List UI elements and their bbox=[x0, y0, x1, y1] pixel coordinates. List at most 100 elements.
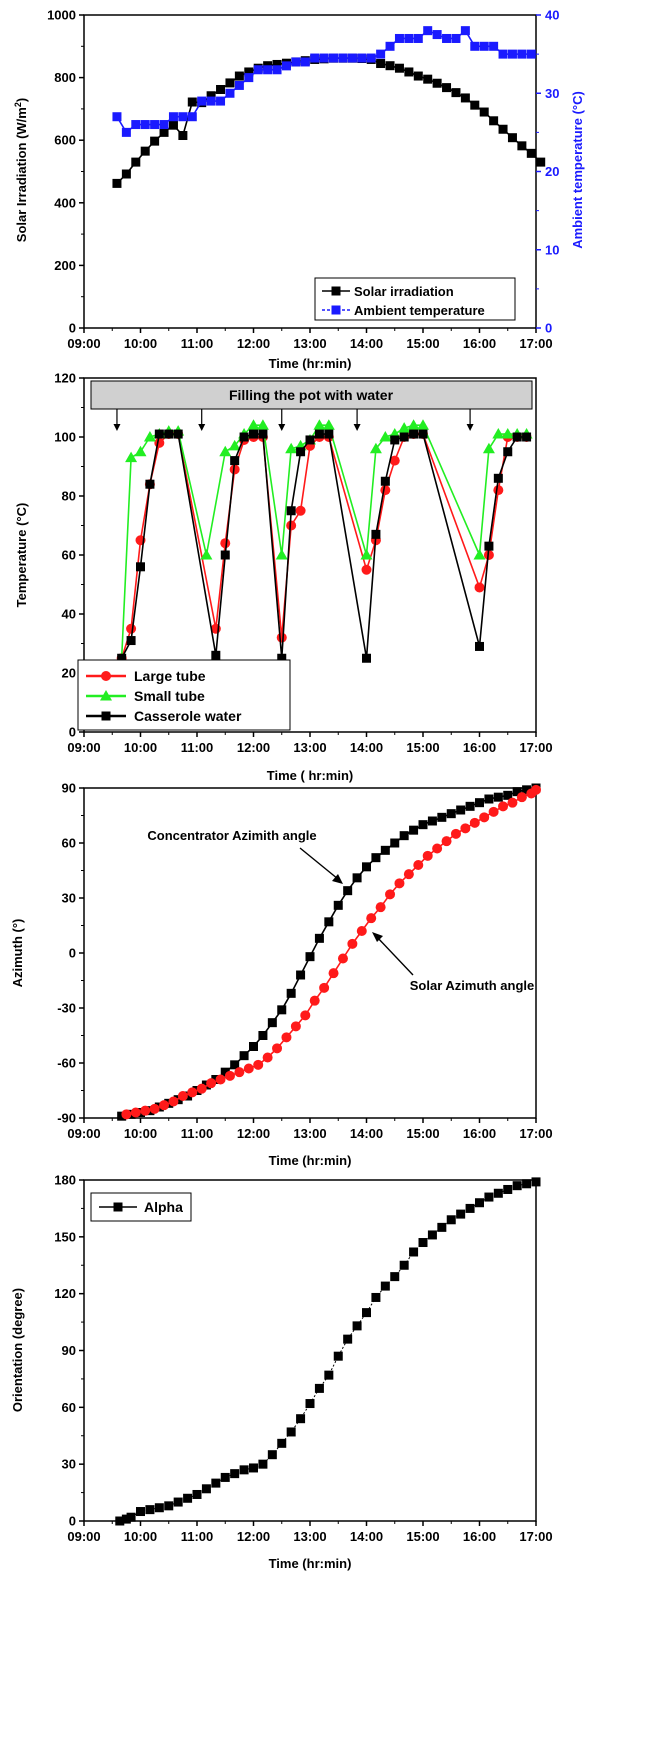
data-point bbox=[418, 820, 428, 830]
data-point bbox=[470, 100, 480, 110]
x-tick-label: 17:00 bbox=[519, 336, 552, 351]
data-point bbox=[285, 442, 298, 454]
x-axis-label: Time ( hr:min) bbox=[267, 768, 353, 783]
y-tick-label: 180 bbox=[54, 1173, 76, 1188]
data-point bbox=[507, 797, 518, 808]
x-tick-label: 16:00 bbox=[463, 740, 496, 755]
annotation-arrow-head bbox=[113, 424, 121, 431]
data-point bbox=[493, 792, 503, 802]
data-point bbox=[197, 96, 207, 106]
annotation-solar: Solar Azimuth angle bbox=[410, 978, 534, 993]
annotation-arrow-head bbox=[353, 424, 361, 431]
data-point bbox=[329, 53, 339, 63]
data-point bbox=[136, 1507, 145, 1517]
data-point bbox=[522, 785, 532, 795]
data-point bbox=[522, 1179, 532, 1189]
data-point bbox=[249, 1463, 258, 1473]
data-point bbox=[168, 120, 178, 130]
data-point bbox=[380, 485, 391, 496]
y-tick-label: 80 bbox=[62, 489, 76, 504]
data-point bbox=[398, 422, 411, 433]
data-point bbox=[178, 112, 188, 122]
data-point bbox=[234, 71, 244, 81]
data-point bbox=[281, 1032, 292, 1043]
data-point bbox=[385, 41, 395, 51]
data-point bbox=[417, 419, 429, 430]
data-point bbox=[456, 805, 466, 815]
data-point bbox=[230, 1469, 240, 1479]
y-tick-label: 60 bbox=[62, 548, 76, 563]
data-point bbox=[295, 505, 306, 516]
data-point bbox=[281, 61, 291, 71]
data-point bbox=[361, 564, 372, 575]
data-point bbox=[409, 825, 419, 835]
legend-marker bbox=[100, 690, 112, 701]
data-point bbox=[272, 1043, 283, 1054]
data-point bbox=[498, 801, 509, 812]
legend-marker bbox=[331, 286, 341, 296]
data-point bbox=[164, 1501, 174, 1511]
data-point bbox=[305, 435, 315, 445]
data-point bbox=[296, 447, 306, 457]
data-point bbox=[296, 970, 306, 980]
legend: Solar irradiation Ambient temperature bbox=[314, 277, 516, 321]
data-point bbox=[413, 71, 423, 81]
series-line bbox=[120, 433, 527, 659]
data-point bbox=[244, 67, 254, 77]
data-point bbox=[507, 133, 517, 143]
data-point bbox=[394, 33, 404, 43]
legend-label: Ambient temperature bbox=[354, 303, 485, 318]
data-point bbox=[338, 53, 348, 63]
x-tick-label: 17:00 bbox=[519, 1529, 552, 1544]
x-tick-label: 09:00 bbox=[67, 1529, 100, 1544]
data-point bbox=[286, 520, 297, 531]
data-point bbox=[211, 650, 221, 660]
data-point bbox=[469, 817, 480, 828]
data-point bbox=[479, 41, 489, 51]
legend: Large tube Small tube Casserole water bbox=[77, 659, 291, 731]
legend-marker bbox=[101, 671, 111, 681]
data-point bbox=[347, 53, 357, 63]
chart-1: 09:00 10:00 11:00 12:00 13:00 14:00 15:00 16:00… bbox=[13, 8, 585, 372]
data-point bbox=[262, 1052, 273, 1063]
data-point bbox=[286, 1427, 296, 1437]
y2-tick-label: 40 bbox=[545, 8, 559, 23]
data-point bbox=[389, 455, 400, 466]
data-point bbox=[362, 862, 371, 872]
data-point bbox=[154, 1503, 164, 1513]
y-axis-label: Orientation (degree) bbox=[10, 1288, 25, 1412]
x-tick-label: 17:00 bbox=[519, 740, 552, 755]
data-point bbox=[460, 823, 471, 834]
data-point bbox=[216, 84, 226, 94]
x-axis-label: Time (hr:min) bbox=[269, 1153, 352, 1168]
data-point bbox=[159, 120, 169, 130]
data-point bbox=[394, 878, 405, 889]
y-tick-label: 0 bbox=[69, 725, 76, 740]
data-point bbox=[442, 33, 452, 43]
data-point bbox=[200, 549, 213, 560]
data-point bbox=[229, 464, 240, 475]
data-point bbox=[249, 429, 258, 439]
y-tick-label: 40 bbox=[62, 607, 76, 622]
y-tick-label: 150 bbox=[54, 1229, 76, 1244]
data-point bbox=[277, 653, 287, 663]
x-tick-label: 10:00 bbox=[124, 336, 157, 351]
legend-marker bbox=[331, 305, 341, 315]
data-point bbox=[154, 429, 164, 439]
annotation-arrow-shaft bbox=[375, 935, 414, 976]
data-point bbox=[145, 1505, 155, 1515]
x-tick-label: 13:00 bbox=[293, 740, 326, 755]
data-point bbox=[134, 445, 147, 457]
data-point bbox=[376, 49, 386, 59]
data-point bbox=[418, 1238, 428, 1248]
data-point bbox=[187, 112, 197, 122]
data-point bbox=[173, 429, 183, 439]
data-point bbox=[432, 78, 442, 88]
series-large-tube bbox=[116, 429, 532, 664]
data-point bbox=[423, 74, 433, 84]
data-point bbox=[407, 419, 420, 430]
data-point bbox=[196, 1083, 207, 1094]
data-point bbox=[305, 952, 315, 962]
x-axis-label: Time (hr:min) bbox=[269, 1556, 352, 1571]
data-point bbox=[503, 790, 513, 800]
